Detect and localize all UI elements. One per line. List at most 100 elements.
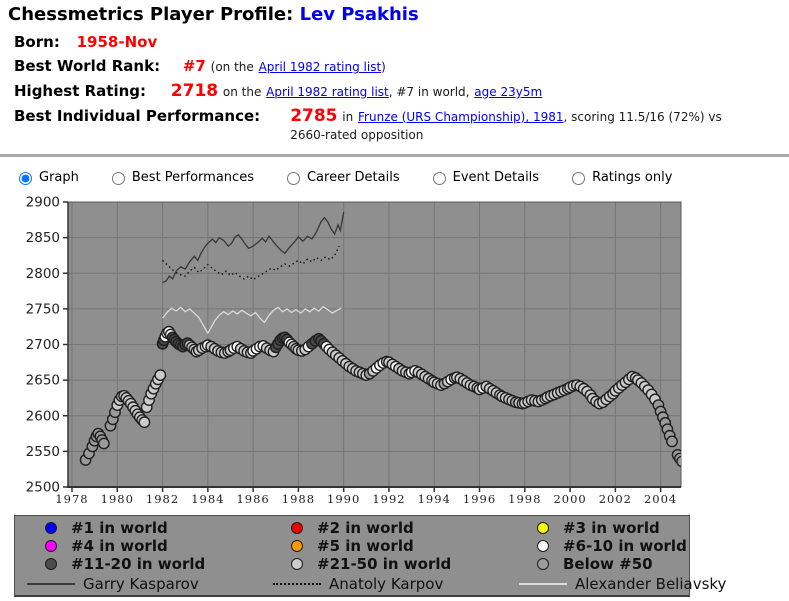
best-rank-row: Best World Rank: #7 (on the April 1982 r… [14, 58, 789, 76]
april-1982-rating-list-link[interactable]: April 1982 rating list [258, 60, 382, 74]
best-rank-pre: (on the [210, 60, 254, 74]
highest-rating-row: Highest Rating: 2718 on the April 1982 r… [14, 83, 789, 101]
svg-text:2004: 2004 [644, 492, 677, 506]
legend-line-name: Anatoly Karpov [329, 575, 444, 593]
career-details-radio-label: Career Details [306, 169, 400, 185]
tab-career-details[interactable]: Career Details [282, 169, 400, 185]
best-rank-value: #7 [182, 57, 206, 75]
legend-label: Below #50 [563, 555, 653, 573]
age-link[interactable]: age 23y5m [474, 85, 543, 99]
legend-item-rank2: #2 in world [261, 519, 507, 537]
anatoly-karpov-line [162, 245, 340, 281]
legend-lines-row: Garry Kasparov Anatoly Karpov Alexander … [15, 575, 726, 593]
svg-text:1980: 1980 [101, 492, 134, 506]
garry-kasparov-line [162, 211, 345, 284]
best-performance-row: Best Individual Performance: 2785 in Fru… [14, 108, 789, 144]
legend-item-rank11-20: #11-20 in world [15, 555, 261, 573]
rank5-dot-icon [291, 540, 303, 552]
svg-text:2800: 2800 [26, 266, 60, 282]
rating-points [79, 325, 681, 468]
tab-best-performances[interactable]: Best Performances [107, 169, 254, 185]
legend-label: #5 in world [317, 537, 414, 555]
tab-event-details[interactable]: Event Details [428, 169, 539, 185]
legend-label: #2 in world [317, 519, 414, 537]
x-axis-labels: 1978 1980 1982 1984 1986 1988 1990 1992 1994 1996… [55, 487, 677, 506]
ratings-only-radio[interactable] [572, 172, 586, 185]
april-1982-rating-list-link-2[interactable]: April 1982 rating list [266, 85, 389, 99]
svg-text:1992: 1992 [372, 492, 405, 506]
beliavsky-line-sample-icon [519, 583, 567, 585]
kasparov-line-sample-icon [27, 583, 75, 585]
born-row: Born: 1958-Nov [14, 34, 789, 51]
rating-chart-container: 2500 2550 2600 2650 2700 2750 2800 2850 2900 1978… [0, 190, 789, 514]
rating-point [154, 369, 167, 382]
page-title-prefix: Chessmetrics Player Profile: [8, 4, 294, 25]
born-label: Born: [14, 33, 60, 51]
svg-text:1982: 1982 [146, 492, 179, 506]
best-rank-label: Best World Rank: [14, 57, 161, 75]
y-axis-labels: 2500 2550 2600 2650 2700 2750 2800 2850 2900 [26, 195, 68, 496]
legend-label: #3 in world [563, 519, 660, 537]
section-divider [0, 154, 789, 157]
legend-item-rank6-10: #6-10 in world [507, 537, 689, 555]
svg-text:2700: 2700 [26, 337, 60, 353]
legend-item-rank3: #3 in world [507, 519, 689, 537]
svg-text:2002: 2002 [599, 492, 632, 506]
rank6-10-dot-icon [537, 540, 549, 552]
rating-point [666, 435, 678, 448]
svg-text:2850: 2850 [26, 230, 60, 246]
svg-text:1996: 1996 [463, 492, 496, 506]
event-details-radio-label: Event Details [452, 169, 540, 185]
svg-text:2000: 2000 [553, 492, 586, 506]
rating-point [138, 416, 151, 429]
svg-text:1988: 1988 [282, 492, 315, 506]
svg-text:1984: 1984 [191, 492, 224, 506]
rank3-dot-icon [537, 522, 549, 534]
event-details-radio[interactable] [432, 172, 446, 185]
svg-text:1986: 1986 [236, 492, 269, 506]
page-title: Chessmetrics Player Profile: Lev Psakhis [8, 4, 789, 25]
legend-item-below50: Below #50 [507, 555, 689, 573]
svg-text:2550: 2550 [26, 444, 60, 460]
below50-dot-icon [537, 558, 549, 570]
svg-text:2750: 2750 [26, 301, 60, 317]
highest-rating-label: Highest Rating: [14, 82, 147, 100]
svg-text:1990: 1990 [327, 492, 360, 506]
legend-item-rank4: #4 in world [15, 537, 261, 555]
rank1-dot-icon [45, 522, 57, 534]
born-value: 1958-Nov [76, 33, 158, 51]
highest-rating-mid: , #7 in world, [388, 85, 470, 99]
svg-text:2650: 2650 [26, 373, 60, 389]
best-performance-label: Best Individual Performance: [14, 107, 261, 125]
karpov-line-sample-icon [273, 583, 321, 585]
best-performance-value-block: 2785 in Frunze (URS Championship), 1981,… [290, 108, 722, 144]
legend-line-name: Garry Kasparov [83, 575, 199, 593]
svg-text:1998: 1998 [508, 492, 541, 506]
tab-graph[interactable]: Graph [14, 169, 79, 185]
best-performances-radio[interactable] [111, 172, 125, 185]
best-performance-post: , scoring 11.5/16 (72%) vs [563, 110, 722, 124]
legend-line-beliavsky: Alexander Beliavsky [507, 575, 726, 593]
legend-label: #4 in world [71, 537, 168, 555]
legend-line-karpov: Anatoly Karpov [261, 575, 507, 593]
graph-radio[interactable] [19, 172, 32, 185]
legend-grid: #1 in world #2 in world #3 in world #4 i… [15, 519, 689, 573]
legend-item-rank21-50: #21-50 in world [261, 555, 507, 573]
tab-ratings-only[interactable]: Ratings only [567, 169, 672, 185]
legend-line-kasparov: Garry Kasparov [15, 575, 261, 593]
rank4-dot-icon [45, 540, 57, 552]
legend-item-rank1: #1 in world [15, 519, 261, 537]
alexander-beliavsky-line [162, 305, 342, 335]
ratings-only-radio-label: Ratings only [592, 169, 673, 185]
legend-label: #6-10 in world [563, 537, 687, 555]
best-performance-pre: in [342, 110, 354, 124]
svg-text:1978: 1978 [55, 492, 88, 506]
rank21-50-dot-icon [291, 558, 303, 570]
svg-text:1994: 1994 [418, 492, 451, 506]
career-details-radio[interactable] [286, 172, 300, 185]
frunze-event-link[interactable]: Frunze (URS Championship), 1981 [358, 110, 564, 124]
legend-line-name: Alexander Beliavsky [575, 575, 727, 593]
legend-label: #21-50 in world [317, 555, 452, 573]
svg-text:2500: 2500 [26, 480, 60, 496]
view-selector: Graph Best Performances Career Details E… [14, 167, 789, 187]
